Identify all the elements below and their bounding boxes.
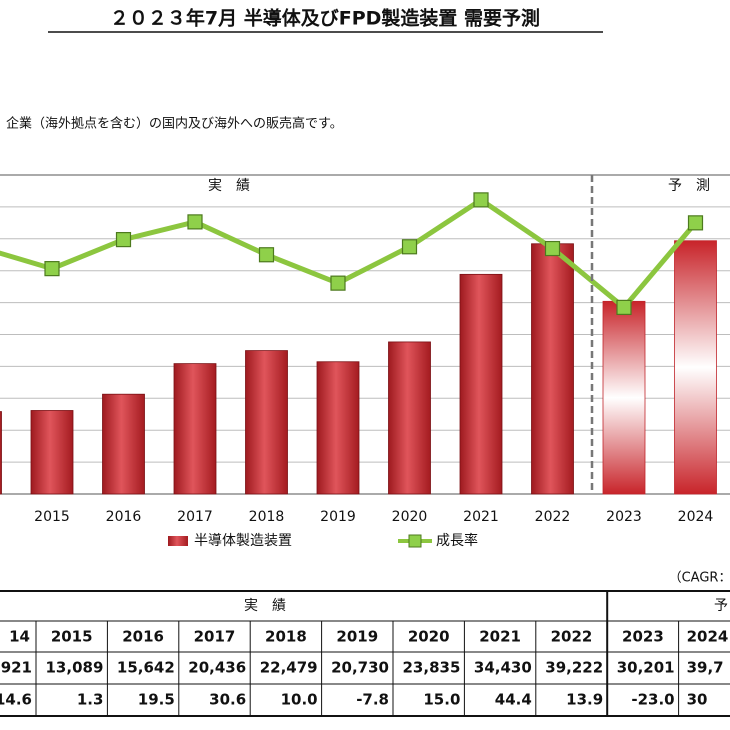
x-tick-label: 2024	[678, 509, 714, 525]
table-value: 39,222	[545, 659, 603, 677]
table-value: 20,730	[331, 659, 389, 677]
table-growth: 13.9	[566, 691, 603, 709]
table-value: 13,089	[46, 659, 104, 677]
table-year: 2022	[551, 628, 593, 646]
growth-marker	[258, 247, 275, 263]
legend-swatch	[168, 536, 188, 546]
table-header: 実 績	[244, 598, 286, 614]
growth-marker	[544, 240, 561, 257]
table-value: 22,479	[260, 659, 318, 677]
x-tick-label: 2016	[106, 509, 142, 525]
table-value: 30,201	[617, 659, 675, 677]
table-value: 34,430	[474, 659, 532, 677]
x-tick-label: 2020	[392, 509, 428, 525]
x-tick-label: 2021	[463, 509, 499, 525]
growth-marker	[473, 192, 489, 208]
table-value: 20,436	[188, 659, 246, 677]
table-header: 予	[714, 598, 728, 614]
x-tick-label: 2019	[320, 509, 356, 525]
growth-marker	[616, 299, 632, 315]
growth-marker	[687, 215, 704, 231]
growth-marker	[115, 231, 132, 248]
table-year: 2017	[194, 628, 236, 646]
legend-label: 半導体製造装置	[194, 533, 292, 549]
growth-marker	[330, 275, 346, 291]
legend-label: 成長率	[436, 532, 478, 549]
x-tick-label: 2018	[249, 509, 285, 525]
table-growth: 19.5	[138, 691, 175, 709]
x-tick-label: 2015	[34, 509, 70, 525]
x-tick-label: 2022	[535, 509, 571, 525]
table-year: 2023	[622, 628, 664, 646]
bar	[30, 410, 74, 495]
bar	[531, 243, 574, 495]
growth-marker	[187, 214, 203, 230]
table-year: 2020	[408, 628, 450, 646]
bar	[459, 273, 503, 495]
table-value: 23,835	[403, 659, 461, 677]
subtitle: 企業（海外拠点を含む）の国内及び海外への販売高です。	[6, 116, 343, 132]
table-year: 2016	[122, 628, 164, 646]
table-growth: 30.6	[209, 691, 246, 709]
bar	[245, 350, 288, 495]
x-tick-label: 2023	[606, 509, 642, 525]
table-growth: -7.8	[356, 691, 389, 709]
table-year: 14	[9, 628, 30, 646]
table-value: 921	[1, 659, 32, 677]
bar	[102, 393, 145, 495]
forecast-label: 予 測	[668, 178, 710, 194]
table-growth: 44.4	[495, 691, 532, 709]
table: 実 績 予 14 921 14.6 2015 13,089 1.3 2016 15,642 19.5…	[0, 590, 730, 717]
bar	[316, 361, 360, 495]
table-value: 39,7	[687, 659, 724, 677]
table-year: 2019	[336, 628, 378, 646]
table-year: 2021	[479, 628, 521, 646]
table-growth: 10.0	[281, 691, 318, 709]
bar	[602, 300, 646, 495]
bar	[0, 411, 2, 495]
legend-swatch	[408, 534, 422, 548]
table-year: 2018	[265, 628, 307, 646]
growth-marker	[44, 261, 60, 277]
bar	[173, 363, 217, 495]
table-growth: -23.0	[631, 691, 674, 709]
table-year: 2015	[51, 628, 93, 646]
table-value: 15,642	[117, 659, 175, 677]
cagr-note: （CAGR：20	[669, 571, 730, 586]
plot: 2015 2016 2017 2018 2019 2020 2021 2022 2023 2024…	[0, 174, 730, 549]
growth-marker	[401, 239, 418, 255]
bar	[388, 341, 431, 495]
bar	[674, 240, 717, 495]
page-title: ２０２３年7月 半導体及びFPD製造装置 需要予測	[110, 7, 540, 30]
x-tick-label: 2017	[177, 509, 213, 525]
table-growth: 30	[687, 691, 708, 709]
table-growth: 14.6	[0, 691, 32, 709]
actual-label: 実 績	[208, 178, 250, 194]
table-growth: 15.0	[423, 691, 460, 709]
table-growth: 1.3	[77, 691, 104, 709]
table-year: 2024	[687, 628, 729, 646]
